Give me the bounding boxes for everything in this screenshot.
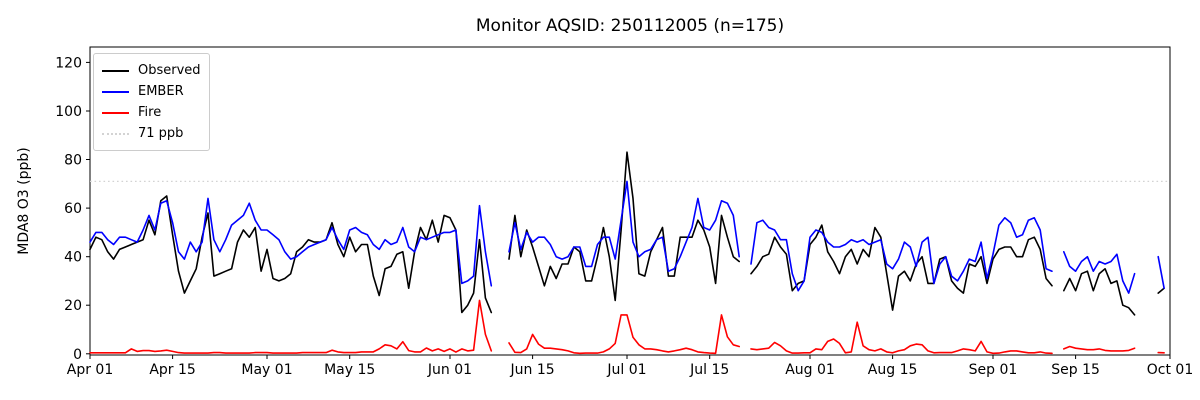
y-tick-label: 120 [55, 55, 82, 71]
legend: Observed EMBER Fire 71 ppb [93, 53, 210, 151]
x-tick-label: Oct 01 [1147, 362, 1193, 378]
x-tick-label: Jul 01 [606, 362, 646, 378]
y-tick-label: 80 [64, 153, 82, 169]
legend-label: Fire [138, 105, 162, 120]
x-tick-label: May 01 [241, 362, 292, 378]
y-axis-label: MDA8 O3 (ppb) [16, 147, 32, 255]
x-tick-label: Sep 15 [1051, 362, 1100, 378]
legend-item: Fire [94, 102, 209, 123]
legend-item: EMBER [94, 81, 209, 102]
x-tick-label: Jul 15 [689, 362, 729, 378]
legend-line-swatch [102, 111, 129, 114]
y-tick-label: 100 [55, 104, 82, 120]
x-tick-label: May 15 [324, 362, 375, 378]
legend-line-swatch [102, 69, 129, 72]
y-tick-label: 60 [64, 201, 82, 217]
legend-label: Observed [138, 63, 201, 78]
series-ember-line [89, 180, 1165, 294]
x-tick-label: Aug 15 [868, 362, 918, 378]
legend-item: Observed [94, 60, 209, 81]
legend-line-swatch [102, 132, 129, 135]
x-tick-label: Jun 01 [427, 362, 472, 378]
x-tick-label: Aug 01 [785, 362, 835, 378]
chart-title: Monitor AQSID: 250112005 (n=175) [475, 16, 785, 36]
legend-line-swatch [102, 90, 129, 93]
x-tick-label: Apr 15 [149, 362, 195, 378]
x-tick-label: Jun 15 [510, 362, 555, 378]
series-observed-line [89, 151, 1165, 316]
legend-label: EMBER [138, 84, 184, 99]
series-fire-line [89, 299, 1165, 355]
x-tick-label: Apr 01 [67, 362, 113, 378]
x-tick-label: Sep 01 [969, 362, 1018, 378]
legend-item: 71 ppb [94, 123, 209, 144]
plot-border [89, 46, 1171, 356]
legend-label: 71 ppb [138, 126, 184, 141]
y-tick-label: 20 [64, 298, 82, 314]
y-tick-label: 0 [73, 347, 82, 363]
y-tick-label: 40 [64, 250, 82, 266]
